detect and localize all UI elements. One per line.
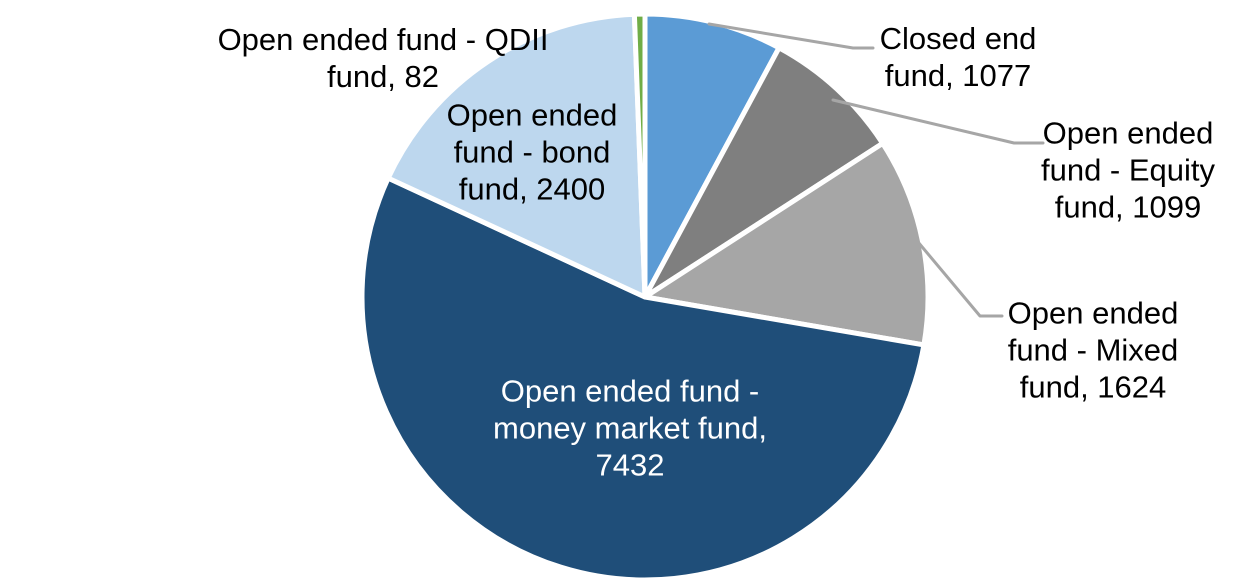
pie-slice-open-ended-fund-bond-fund <box>385 11 648 300</box>
pie-slice-open-ended-fund-equity-fund <box>642 45 886 300</box>
leader-line-open-ended-fund-equity-fund <box>831 98 1045 145</box>
leader-line-closed-end-fund <box>707 22 875 50</box>
pie-slice-open-ended-fund-money-market-fund <box>359 175 927 583</box>
pie-slice-open-ended-fund-qdii-fund <box>631 11 648 300</box>
pie-slice-open-ended-fund-mixed-fund <box>642 140 931 348</box>
leader-line-open-ended-fund-mixed-fund <box>916 240 1004 318</box>
pie-slice-closed-end-fund <box>642 11 782 300</box>
